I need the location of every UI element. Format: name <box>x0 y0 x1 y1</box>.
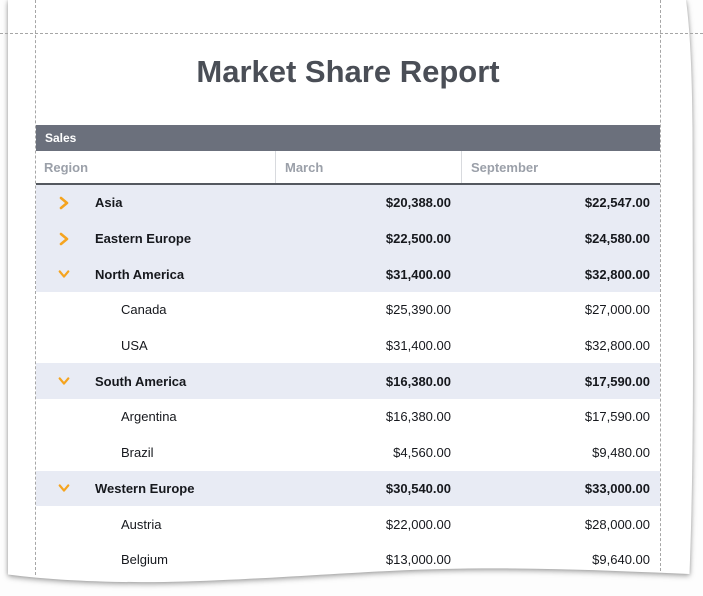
table-row-belgium: Belgium $13,000.00 $9,640.00 <box>36 542 660 578</box>
region-label: Asia <box>95 195 123 211</box>
column-header-region: Region <box>44 159 89 175</box>
table-row-brazil: Brazil $4,560.00 $9,480.00 <box>36 435 660 471</box>
chevron-right-icon[interactable] <box>58 232 70 246</box>
right-margin-guide <box>660 0 661 571</box>
table-row-group-asia[interactable]: Asia $20,388.00 $22,547.00 <box>36 185 660 221</box>
country-label: Argentina <box>121 409 177 425</box>
march-value: $16,380.00 <box>385 373 451 389</box>
table-row-group-eastern-europe[interactable]: Eastern Europe $22,500.00 $24,580.00 <box>36 220 660 257</box>
chevron-down-icon[interactable] <box>58 267 70 281</box>
september-value: $32,800.00 <box>584 338 650 354</box>
september-value: $22,547.00 <box>584 195 650 211</box>
column-header-march: March <box>275 151 461 183</box>
march-value: $22,500.00 <box>385 231 451 247</box>
region-cell: Western Europe <box>36 481 275 496</box>
country-label: Canada <box>121 302 167 318</box>
report-title: Market Share Report <box>196 54 500 89</box>
march-value: $20,388.00 <box>385 195 451 211</box>
left-margin-guide <box>35 0 36 575</box>
region-cell: Eastern Europe <box>36 231 275 246</box>
march-value: $22,000.00 <box>385 516 451 532</box>
march-value: $13,000.00 <box>385 552 451 568</box>
september-value: $17,590.00 <box>584 409 650 425</box>
country-label: Brazil <box>121 445 154 461</box>
country-label: Austria <box>121 516 162 532</box>
region-label: Eastern Europe <box>95 231 192 247</box>
region-cell: North America <box>36 267 275 282</box>
region-label: South America <box>95 373 187 389</box>
table-row-group-north-america[interactable]: North America $31,400.00 $32,800.00 <box>36 256 660 293</box>
september-value: $24,580.00 <box>584 231 650 247</box>
band-sales: Sales <box>36 125 660 151</box>
march-value: $4,560.00 <box>393 445 451 461</box>
march-value: $31,400.00 <box>385 266 451 282</box>
table-body: Asia $20,388.00 $22,547.00 Eastern Europ… <box>36 185 660 578</box>
region-label: North America <box>95 266 185 282</box>
region-cell: South America <box>36 374 275 389</box>
march-value: $30,540.00 <box>385 480 451 496</box>
top-margin-guide <box>0 33 703 34</box>
september-value: $27,000.00 <box>584 302 650 318</box>
table-row-austria: Austria $22,000.00 $28,000.00 <box>36 506 660 542</box>
country-label: USA <box>121 338 148 354</box>
september-value: $28,000.00 <box>584 516 650 532</box>
september-value: $9,480.00 <box>592 445 650 461</box>
table-row-canada: Canada $25,390.00 $27,000.00 <box>36 292 660 328</box>
march-value: $25,390.00 <box>385 302 451 318</box>
region-cell: Asia <box>36 195 275 210</box>
september-value: $17,590.00 <box>584 373 650 389</box>
table-header-row: Region March September <box>36 151 660 185</box>
region-label: Western Europe <box>95 480 195 496</box>
march-value: $16,380.00 <box>385 409 451 425</box>
march-value: $31,400.00 <box>385 338 451 354</box>
table-row-group-south-america[interactable]: South America $16,380.00 $17,590.00 <box>36 363 660 400</box>
september-value: $33,000.00 <box>584 480 650 496</box>
chevron-down-icon[interactable] <box>58 374 70 388</box>
table-row-group-western-europe[interactable]: Western Europe $30,540.00 $33,000.00 <box>36 470 660 507</box>
chevron-down-icon[interactable] <box>58 481 70 495</box>
table-row-usa: USA $31,400.00 $32,800.00 <box>36 328 660 364</box>
country-label: Belgium <box>121 552 168 568</box>
band-sales-label: Sales <box>45 131 77 145</box>
september-value: $9,640.00 <box>592 552 650 568</box>
chevron-right-icon[interactable] <box>58 196 70 210</box>
table-row-argentina: Argentina $16,380.00 $17,590.00 <box>36 399 660 435</box>
september-value: $32,800.00 <box>584 266 650 282</box>
column-header-september: September <box>461 151 660 183</box>
